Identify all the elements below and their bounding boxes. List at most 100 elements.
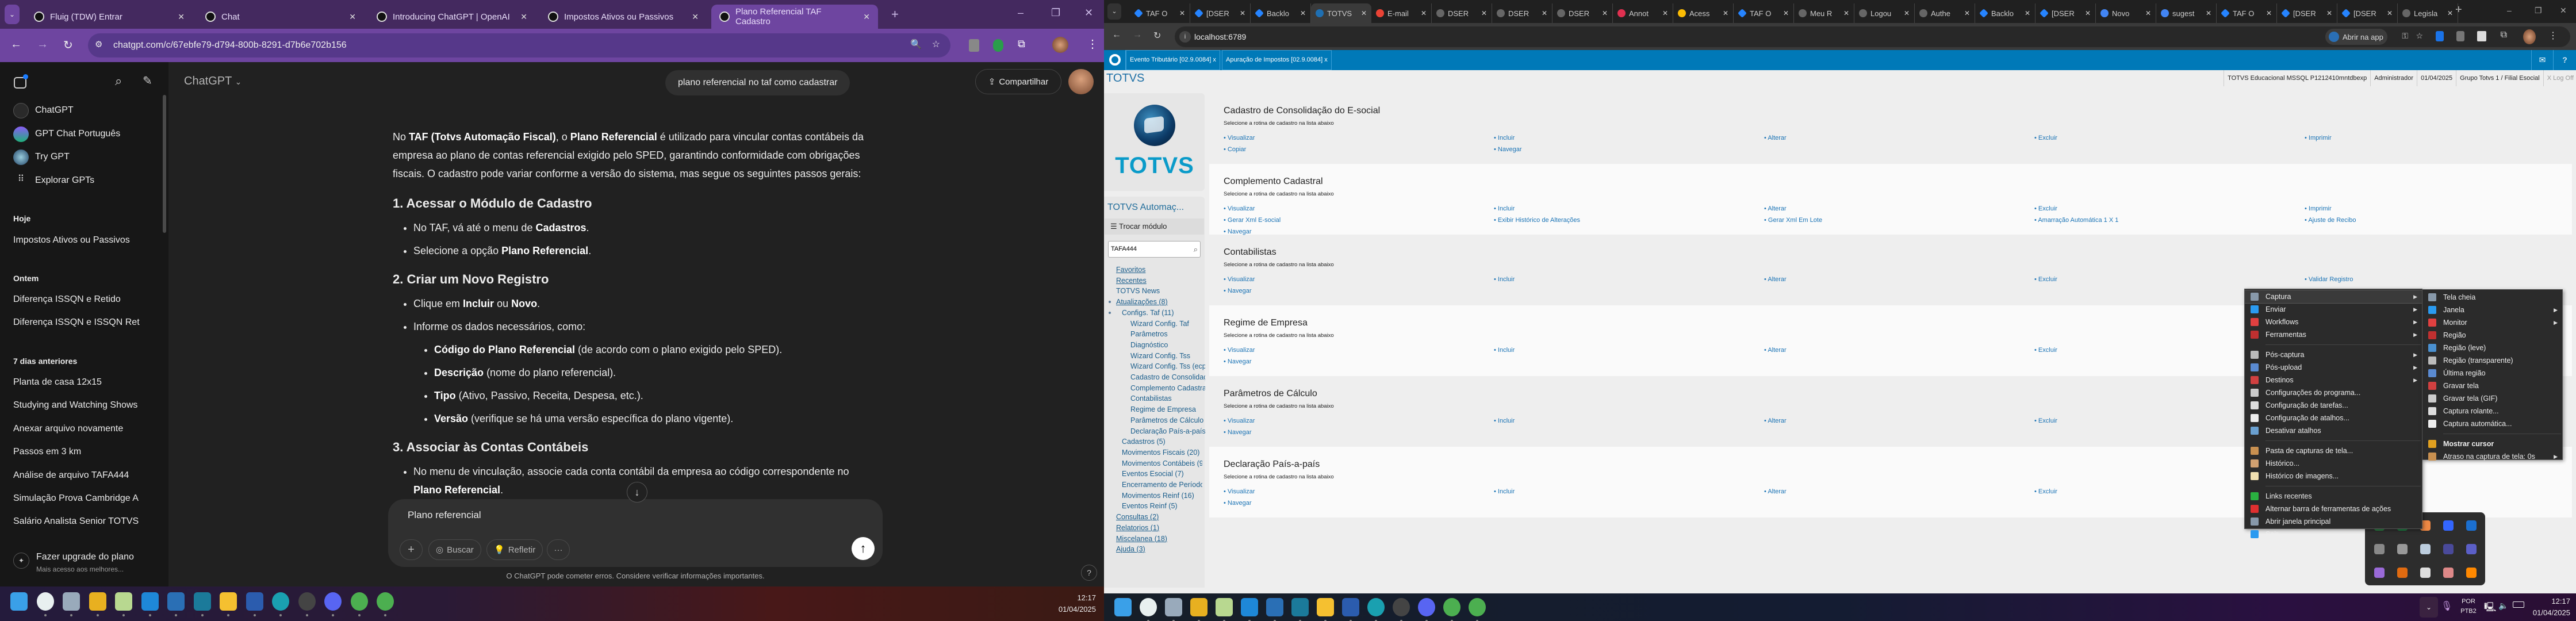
network-scan-icon[interactable] <box>2420 544 2431 554</box>
word-icon[interactable] <box>1342 598 1359 616</box>
extensions-puzzle-icon[interactable]: ⧉ <box>2500 30 2507 40</box>
browser-tab[interactable]: Legisla ✕ <box>2398 3 2458 23</box>
menu-item[interactable]: Região <box>2422 329 2562 342</box>
sidebar-gpt-item[interactable]: Try GPT <box>35 152 70 162</box>
routine-action-link[interactable]: • Incluir <box>1494 276 1515 283</box>
menu-search-value[interactable]: TAFA444 <box>1111 246 1137 252</box>
menu-item[interactable]: Sair <box>2245 528 2422 540</box>
chrome-icon[interactable] <box>350 592 368 611</box>
taskbar-clock[interactable]: 12:17 01/04/2025 <box>2524 596 2570 619</box>
browser-tab[interactable]: Logou ✕ <box>1854 3 1915 23</box>
routine-action-link[interactable]: • Visualizar <box>1224 135 1255 141</box>
menu-tree-item[interactable]: Wizard Config. Tss <box>1130 351 1190 360</box>
close-tab-icon[interactable]: ✕ <box>1964 9 1970 17</box>
chrome-icon[interactable] <box>1469 598 1486 616</box>
routine-action-link[interactable]: • Visualizar <box>1224 417 1255 424</box>
browser-tab[interactable]: Backlo ✕ <box>1251 3 1311 23</box>
vpn-lock-icon[interactable] <box>2420 568 2431 578</box>
routine-action-link[interactable]: • Gerar Xml E-social <box>1224 217 1281 224</box>
menu-tree-item[interactable]: Ajuda (3) <box>1116 545 1145 554</box>
extensions-puzzle-icon[interactable]: ⧉ <box>1018 38 1025 49</box>
menu-item[interactable]: Tela cheia <box>2422 291 2562 304</box>
scroll-to-bottom-button[interactable]: ↓ <box>627 482 647 503</box>
help-button[interactable]: ? <box>1081 565 1097 581</box>
extension-icon[interactable] <box>969 39 979 52</box>
menu-item[interactable]: Captura automática... <box>2422 417 2562 430</box>
menu-item[interactable]: Atraso na captura de tela: 0s ▶ <box>2422 450 2562 463</box>
menu-item[interactable]: Monitor ▶ <box>2422 316 2562 329</box>
sidebar-gpt-item[interactable]: Explorar GPTs <box>35 175 95 185</box>
browser-tab[interactable]: [DSER ✕ <box>2277 3 2337 23</box>
menu-tree-item[interactable]: Complemento Cadastral <box>1130 384 1205 392</box>
restore-button[interactable]: ❐ <box>1051 7 1061 18</box>
reload-button[interactable]: ↻ <box>63 39 73 52</box>
file-explorer-icon[interactable] <box>220 592 237 611</box>
routine-action-link[interactable]: • Alterar <box>1764 417 1787 424</box>
browser-tab[interactable]: DSER ✕ <box>1552 3 1613 23</box>
teams-icon[interactable] <box>2466 544 2477 554</box>
routine-action-link[interactable]: • Amarração Automática 1 X 1 <box>2034 217 2118 224</box>
onedrive-off-icon[interactable] <box>2397 544 2408 554</box>
extension-icon[interactable] <box>2456 31 2464 41</box>
menu-tree-item[interactable]: Recentes <box>1116 276 1147 285</box>
menu-item[interactable]: Pasta de capturas de tela... <box>2245 444 2422 457</box>
discord-icon[interactable] <box>324 592 342 611</box>
vscode-icon[interactable] <box>1241 598 1258 616</box>
browser-menu-icon[interactable]: ⋮ <box>2548 31 2558 41</box>
menu-tree-item[interactable]: Diagnóstico <box>1130 340 1168 349</box>
chrome-icon[interactable] <box>377 592 394 611</box>
totvs-home-button[interactable] <box>1104 50 1126 70</box>
minimize-button[interactable]: – <box>1018 7 1024 18</box>
menu-item[interactable]: Workflows ▶ <box>2245 316 2422 328</box>
sidebar-conversation[interactable]: Studying and Watching Shows <box>13 400 138 410</box>
back-button[interactable]: ← <box>1112 30 1121 40</box>
routine-action-link[interactable]: • Validar Registro <box>2305 276 2353 283</box>
browser-tab[interactable]: DSER ✕ <box>1432 3 1492 23</box>
close-tab-icon[interactable]: ✕ <box>1903 9 1910 17</box>
remote-desktop-icon[interactable] <box>193 592 211 611</box>
browser-tab[interactable]: Plano Referencial TAF Cadastro ✕ <box>711 5 878 29</box>
close-tab-icon[interactable]: ✕ <box>2447 9 2453 17</box>
quote-app-icon[interactable] <box>2443 544 2454 554</box>
close-tab-icon[interactable]: ✕ <box>349 12 356 21</box>
browser-tab[interactable]: E-mail ✕ <box>1371 3 1432 23</box>
browser-tab[interactable]: sugest ✕ <box>2156 3 2217 23</box>
routine-action-link[interactable]: • Gerar Xml Em Lote <box>1764 217 1822 224</box>
browser-tab[interactable]: Chat ✕ <box>197 5 364 29</box>
routine-action-link[interactable]: • Alterar <box>1764 205 1787 212</box>
branch-label[interactable]: Grupo Totvs 1 / Filial Esocial <box>2456 70 2543 86</box>
menu-tree-item[interactable]: Miscelanea (18) <box>1116 534 1167 543</box>
routine-action-link[interactable]: • Visualizar <box>1224 276 1255 283</box>
browser-tab[interactable]: [DSER ✕ <box>2337 3 2398 23</box>
browser-tab[interactable]: TAF O ✕ <box>1130 3 1190 23</box>
routine-action-link[interactable]: • Visualizar <box>1224 205 1255 212</box>
close-tab-icon[interactable]: ✕ <box>1601 9 1608 17</box>
browser-tab[interactable]: Novo ✕ <box>2096 3 2156 23</box>
routine-action-link[interactable]: • Navegar <box>1224 429 1252 436</box>
sidebar-conversation[interactable]: Simulação Prova Cambridge A <box>13 493 139 503</box>
menu-tree-item[interactable]: Movimentos Reinf (16) <box>1122 491 1194 500</box>
forward-button[interactable]: → <box>1133 30 1142 40</box>
routine-action-link[interactable]: • Incluir <box>1494 205 1515 212</box>
routine-action-link[interactable]: • Incluir <box>1494 135 1515 141</box>
java-icon[interactable] <box>2397 568 2408 578</box>
menu-item[interactable]: Mostrar cursor <box>2422 438 2562 450</box>
defender-warning-icon[interactable] <box>2466 520 2477 531</box>
url-text[interactable]: localhost:6789 <box>1194 32 1247 41</box>
start-icon[interactable] <box>10 592 28 611</box>
notepad-icon[interactable] <box>1216 598 1233 616</box>
menu-tree-item[interactable]: Contabilistas <box>1130 394 1172 403</box>
qr-code-extension-icon[interactable] <box>2477 31 2486 41</box>
menu-item[interactable]: Abrir janela principal <box>2245 515 2422 528</box>
browser-tab[interactable]: Authe ✕ <box>1915 3 1975 23</box>
browser-tab[interactable]: TAF O ✕ <box>2217 3 2277 23</box>
close-tab-icon[interactable]: ✕ <box>1722 9 1728 17</box>
logoff-button[interactable]: X Log Off <box>2543 70 2576 86</box>
close-tab-icon[interactable]: ✕ <box>2024 9 2030 17</box>
routine-action-link[interactable]: • Navegar <box>1224 500 1252 507</box>
avatar-app-icon[interactable] <box>2443 568 2454 578</box>
tab-search-button[interactable]: ⌄ <box>5 5 20 24</box>
routine-action-link[interactable]: • Incluir <box>1494 347 1515 354</box>
routine-action-link[interactable]: • Ajuste de Recibo <box>2305 217 2356 224</box>
show-hidden-icons-button[interactable]: ⌄ <box>2420 597 2438 618</box>
